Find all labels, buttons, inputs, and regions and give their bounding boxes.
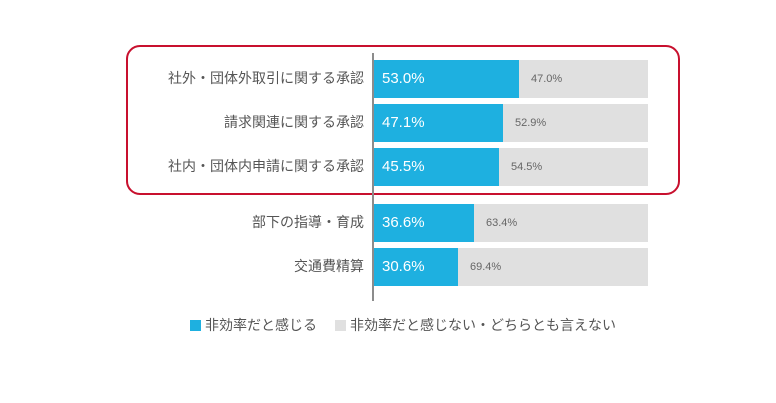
- bar-row: 請求関連に関する承認 47.1% 52.9%: [0, 104, 776, 142]
- legend-label: 非効率だと感じない・どちらとも言えない: [350, 318, 616, 334]
- value-label-not-inefficient: 63.4%: [486, 217, 518, 229]
- value-label-not-inefficient: 54.5%: [511, 161, 543, 173]
- category-label: 社外・団体外取引に関する承認: [168, 71, 364, 87]
- bar-segment-not-inefficient: 53.0% 47.0%: [374, 60, 648, 98]
- bar-segment-not-inefficient: 30.6% 69.4%: [374, 248, 648, 286]
- bar-segment-inefficient: 53.0%: [374, 60, 519, 98]
- bar-segment-not-inefficient: 45.5% 54.5%: [374, 148, 648, 186]
- value-label-inefficient: 36.6%: [382, 214, 425, 231]
- category-label: 請求関連に関する承認: [224, 115, 364, 131]
- category-axis-line: [372, 53, 374, 301]
- category-label: 部下の指導・育成: [252, 215, 364, 231]
- bar-row: 部下の指導・育成 36.6% 63.4%: [0, 204, 776, 242]
- value-label-inefficient: 47.1%: [382, 114, 425, 131]
- legend-swatch-blue: [190, 319, 201, 331]
- value-label-not-inefficient: 47.0%: [531, 73, 563, 85]
- value-label-inefficient: 30.6%: [382, 258, 425, 275]
- legend-item-inefficient: 非効率だと感じる: [190, 315, 317, 335]
- legend-swatch-gray: [335, 319, 346, 331]
- value-label-inefficient: 53.0%: [382, 70, 425, 87]
- category-label: 社内・団体内申請に関する承認: [168, 159, 364, 175]
- value-label-not-inefficient: 52.9%: [515, 117, 547, 129]
- legend: 非効率だと感じる 非効率だと感じない・どちらとも言えない: [190, 314, 634, 336]
- bar-segment-not-inefficient: 36.6% 63.4%: [374, 204, 648, 242]
- bar-segment-inefficient: 30.6%: [374, 248, 458, 286]
- legend-item-not-inefficient: 非効率だと感じない・どちらとも言えない: [335, 315, 616, 335]
- bar-row: 社内・団体内申請に関する承認 45.5% 54.5%: [0, 148, 776, 186]
- bar-row: 社外・団体外取引に関する承認 53.0% 47.0%: [0, 60, 776, 98]
- highlight-box: [126, 45, 680, 195]
- value-label-not-inefficient: 69.4%: [470, 261, 502, 273]
- bar-segment-inefficient: 45.5%: [374, 148, 499, 186]
- bar-row: 交通費精算 30.6% 69.4%: [0, 248, 776, 286]
- legend-label: 非効率だと感じる: [205, 318, 317, 334]
- category-label: 交通費精算: [294, 259, 364, 275]
- bar-segment-inefficient: 36.6%: [374, 204, 474, 242]
- bar-segment-inefficient: 47.1%: [374, 104, 503, 142]
- value-label-inefficient: 45.5%: [382, 158, 425, 175]
- bar-segment-not-inefficient: 47.1% 52.9%: [374, 104, 648, 142]
